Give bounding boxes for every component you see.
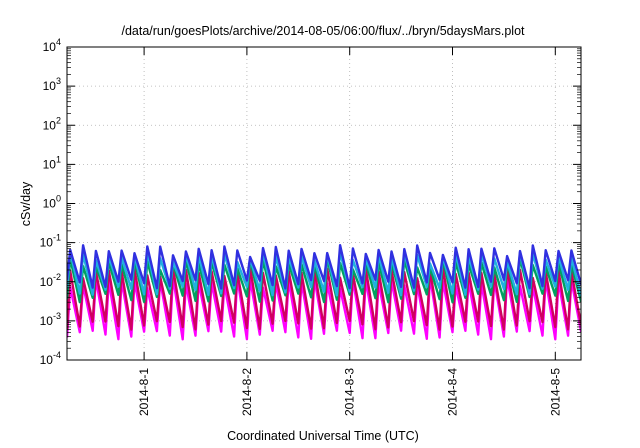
y-tick-label: 10-4 xyxy=(40,350,61,367)
x-tick-label: 2014-8-3 xyxy=(343,368,357,416)
x-axis: 2014-8-1 2014-8-2 2014-8-3 2014-8-4 2014-8-5 xyxy=(137,47,562,416)
y-tick-label: 100 xyxy=(43,194,61,211)
y-tick-label: 102 xyxy=(43,115,61,132)
series-group xyxy=(67,244,581,341)
x-tick-label: 2014-8-2 xyxy=(240,368,254,416)
x-axis-label: Coordinated Universal Time (UTC) xyxy=(227,429,419,443)
y-tick-label: 10-2 xyxy=(40,272,61,289)
data-series-line xyxy=(67,265,581,331)
y-tick-label: 104 xyxy=(43,37,61,54)
chart-title: /data/run/goesPlots/archive/2014-08-05/0… xyxy=(121,24,525,38)
y-tick-label: 103 xyxy=(43,76,61,93)
y-axis: 10-4 10-3 10-2 10-1 100 101 102 103 104 xyxy=(40,37,581,367)
x-tick-label: 2014-8-1 xyxy=(137,368,151,416)
x-tick-label: 2014-8-5 xyxy=(548,368,562,416)
y-tick-label: 10-1 xyxy=(40,233,61,250)
data-series-line xyxy=(67,244,581,290)
x-tick-label: 2014-8-4 xyxy=(446,368,460,416)
y-tick-label: 10-3 xyxy=(40,311,61,328)
y-tick-label: 101 xyxy=(43,154,61,171)
y-axis-label: cSv/day xyxy=(19,181,33,226)
